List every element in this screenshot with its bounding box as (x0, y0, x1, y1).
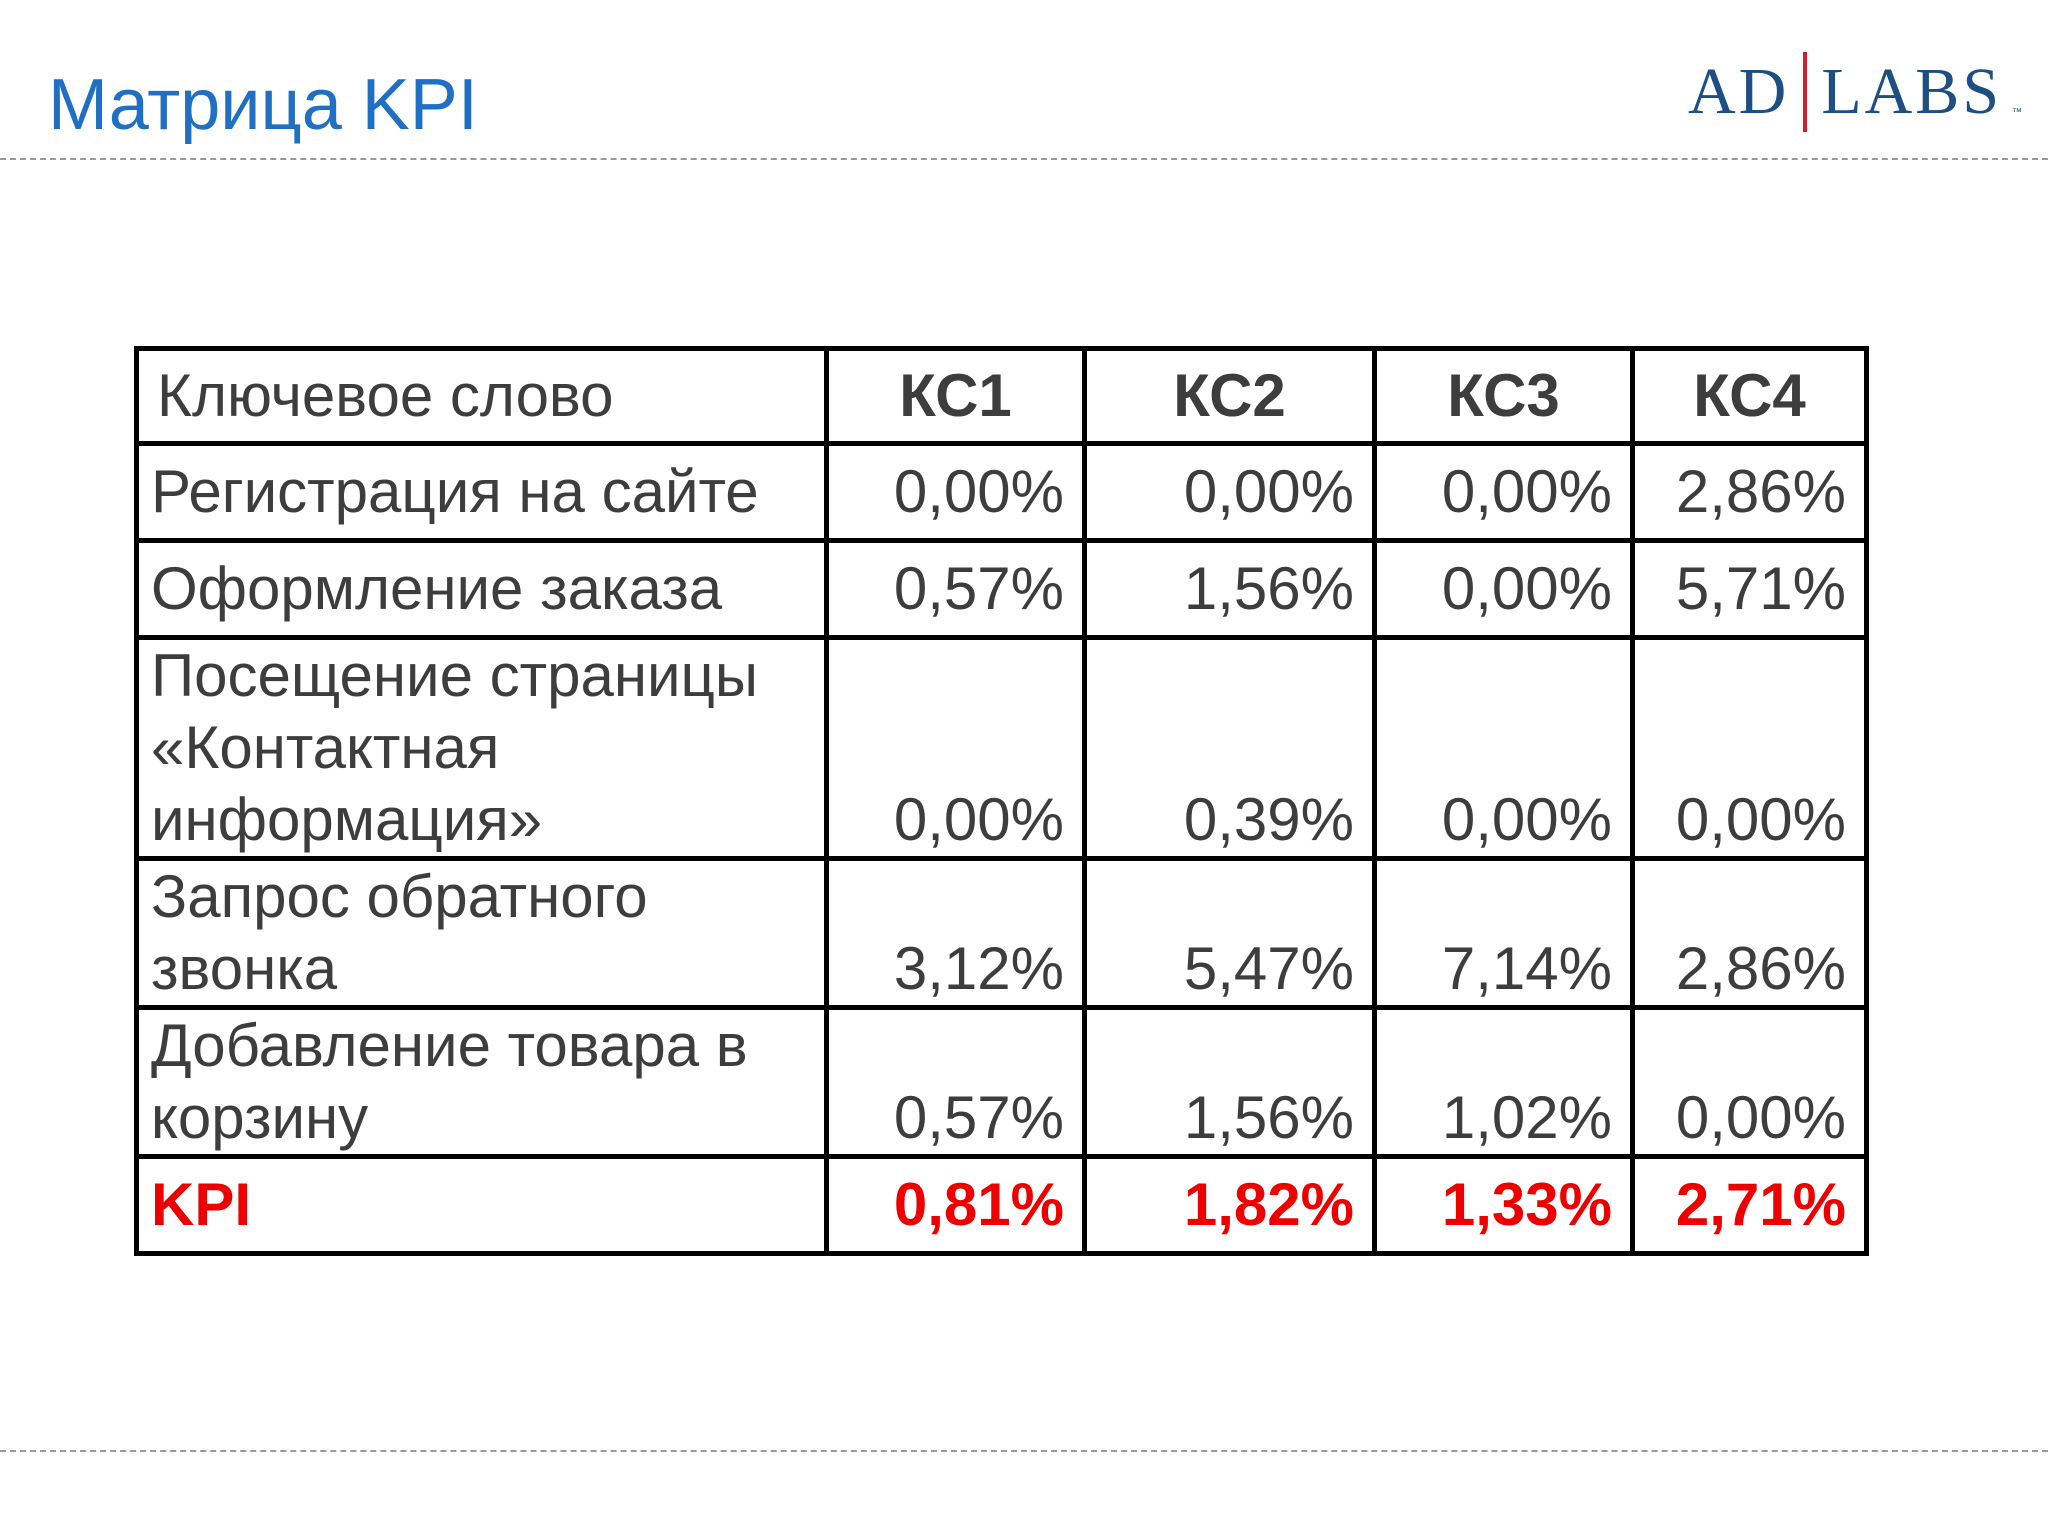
table-cell: 0,00% (1630, 1005, 1869, 1159)
column-header-ks3: КС3 (1372, 346, 1635, 446)
table-cell: 1,56% (1082, 538, 1377, 640)
table-cell: 0,00% (824, 441, 1087, 543)
row-label: Оформление заказа (134, 538, 829, 640)
kpi-matrix-table: Ключевое слово КС1 КС2 КС3 КС4 Регистрац… (134, 346, 1869, 1256)
table-cell: 0,57% (824, 1005, 1087, 1159)
table-cell: 2,86% (1630, 441, 1869, 543)
table-cell: 0,39% (1082, 635, 1377, 861)
table-row: Добавление товара в корзину 0,57% 1,56% … (134, 1005, 1869, 1159)
table-cell: 0,00% (1372, 441, 1635, 543)
table-cell: 0,00% (1372, 538, 1635, 640)
slide-title: Матрица KPI (48, 65, 478, 145)
table-cell: 1,56% (1082, 1005, 1377, 1159)
table-cell: 7,14% (1372, 856, 1635, 1010)
row-label: Посещение страницы «Контактная информаци… (134, 635, 829, 861)
logo-text-ad: AD (1688, 55, 1790, 128)
table-row: Посещение страницы «Контактная информаци… (134, 635, 1869, 861)
adlabs-logo: AD LABS ™ (1688, 52, 2022, 132)
column-header-ks4: КС4 (1630, 346, 1869, 446)
logo-trademark: ™ (2012, 107, 2023, 118)
table-cell: 0,00% (1082, 441, 1377, 543)
table-row: Запрос обратного звонка 3,12% 5,47% 7,14… (134, 856, 1869, 1010)
table-cell: 0,00% (824, 635, 1087, 861)
kpi-cell: 0,81% (824, 1154, 1087, 1256)
kpi-row: KPI 0,81% 1,82% 1,33% 2,71% (134, 1154, 1869, 1256)
table-cell: 1,02% (1372, 1005, 1635, 1159)
bottom-dashed-divider (0, 1450, 2048, 1452)
table-cell: 0,00% (1630, 635, 1869, 861)
table-row: Регистрация на сайте 0,00% 0,00% 0,00% 2… (134, 441, 1869, 543)
table-cell: 0,57% (824, 538, 1087, 640)
kpi-cell: 1,33% (1372, 1154, 1635, 1256)
table-cell: 2,86% (1630, 856, 1869, 1010)
table-cell: 5,71% (1630, 538, 1869, 640)
kpi-label: KPI (134, 1154, 829, 1256)
row-label: Запрос обратного звонка (134, 856, 829, 1010)
kpi-cell: 1,82% (1082, 1154, 1377, 1256)
table-cell: 3,12% (824, 856, 1087, 1010)
table-cell: 5,47% (1082, 856, 1377, 1010)
table-header-row: Ключевое слово КС1 КС2 КС3 КС4 (134, 346, 1869, 446)
row-label: Добавление товара в корзину (134, 1005, 829, 1159)
kpi-cell: 2,71% (1630, 1154, 1869, 1256)
table-row: Оформление заказа 0,57% 1,56% 0,00% 5,71… (134, 538, 1869, 640)
top-dashed-divider (0, 158, 2048, 160)
column-header-keyword: Ключевое слово (134, 346, 829, 446)
column-header-ks1: КС1 (824, 346, 1087, 446)
logo-divider (1803, 52, 1808, 132)
column-header-ks2: КС2 (1082, 346, 1377, 446)
table-cell: 0,00% (1372, 635, 1635, 861)
logo-text-labs: LABS (1821, 55, 2003, 128)
row-label: Регистрация на сайте (134, 441, 829, 543)
